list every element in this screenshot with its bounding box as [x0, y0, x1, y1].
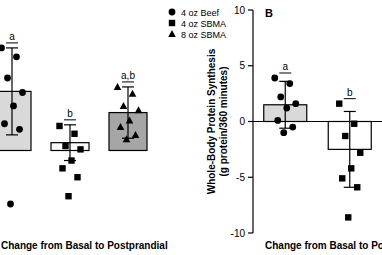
- x-axis-label: Change from Basal to Postprandial: [1, 240, 168, 251]
- significance-letter: b: [67, 108, 73, 119]
- data-point: [16, 126, 23, 133]
- y-tick-label: -5: [236, 172, 245, 183]
- panel-label: B: [265, 7, 273, 19]
- letter-underline: [344, 98, 356, 99]
- data-point: [126, 116, 134, 123]
- data-point: [123, 135, 131, 142]
- error-line: [349, 111, 350, 187]
- y-axis-label: (g protein/360 minutes): [218, 66, 229, 176]
- letter-underline: [6, 42, 18, 43]
- significance-letter: a: [9, 31, 15, 42]
- data-point: [120, 102, 128, 109]
- letter-underline: [64, 119, 76, 120]
- data-point: [132, 131, 140, 138]
- data-point: [277, 94, 284, 101]
- legend-label: 8 oz SBMA: [181, 30, 226, 40]
- data-point: [13, 53, 20, 60]
- data-point: [336, 100, 342, 106]
- data-point: [117, 123, 125, 130]
- y-tick: [248, 232, 253, 233]
- data-point: [348, 165, 354, 171]
- data-point: [1, 120, 8, 127]
- legend: 4 oz Beef4 oz SBMA8 oz SBMA: [168, 8, 226, 40]
- data-point: [77, 146, 83, 152]
- data-point: [7, 201, 14, 208]
- y-tick-label: -10: [231, 228, 246, 239]
- data-point: [274, 117, 281, 124]
- panel-1: -10 -5 0 5 10 a b Change from Basal to Pos Whole…: [206, 5, 382, 252]
- panel-0: a b a,b Change from Basal to Postprandial 4 …: [0, 8, 226, 252]
- data-point: [286, 80, 293, 87]
- data-point: [292, 100, 299, 107]
- legend-marker: [168, 30, 176, 37]
- data-point: [289, 124, 296, 131]
- bar: [0, 91, 31, 150]
- data-point: [10, 102, 17, 109]
- y-tick-label: 5: [239, 60, 245, 71]
- significance-letter: a,b: [121, 70, 135, 81]
- data-point: [114, 83, 122, 90]
- data-point: [71, 131, 77, 137]
- error-cap: [122, 86, 134, 87]
- data-point: [271, 75, 278, 82]
- plot-area: [264, 75, 372, 221]
- plot-area: [0, 45, 147, 208]
- error-cap: [344, 187, 356, 188]
- figure: a b a,b Change from Basal to Postprandial 4 …: [0, 0, 382, 255]
- data-point: [129, 90, 137, 97]
- data-point: [4, 75, 11, 82]
- error-line: [127, 87, 128, 138]
- data-point: [68, 157, 74, 163]
- data-point: [74, 174, 80, 180]
- y-tick: [248, 65, 253, 66]
- letter-underline: [122, 81, 134, 82]
- error-cap: [64, 124, 76, 125]
- x-axis: [253, 121, 382, 122]
- data-point: [59, 165, 65, 171]
- error-bar: [64, 125, 76, 161]
- error-cap: [344, 111, 356, 112]
- data-point: [283, 105, 290, 112]
- error-line: [11, 48, 12, 135]
- data-point: [280, 129, 287, 136]
- data-point: [345, 214, 351, 220]
- y-tick-label: 0: [239, 116, 245, 127]
- legend-label: 4 oz SBMA: [181, 19, 226, 29]
- data-point: [0, 45, 5, 52]
- error-cap: [6, 47, 18, 48]
- y-tick-label: 10: [234, 5, 246, 16]
- error-line: [69, 125, 70, 161]
- data-point: [339, 175, 345, 181]
- data-point: [354, 184, 360, 190]
- y-tick: [248, 121, 253, 122]
- x-axis-label: Change from Basal to Pos: [265, 240, 382, 251]
- legend-marker: [169, 9, 176, 16]
- significance-letter: a: [282, 61, 288, 72]
- y-axis-label: Whole-Body Protein Synthesis: [206, 48, 217, 194]
- data-point: [19, 89, 26, 96]
- y-tick: [248, 177, 253, 178]
- letter-underline: [279, 73, 291, 74]
- data-point: [135, 106, 143, 113]
- legend-marker: [169, 20, 175, 26]
- error-cap: [6, 134, 18, 135]
- data-point: [56, 123, 62, 129]
- data-point: [342, 133, 348, 139]
- data-point: [62, 143, 68, 149]
- data-point: [65, 193, 71, 199]
- significance-letter: b: [347, 87, 353, 98]
- legend-label: 4 oz Beef: [181, 8, 220, 18]
- data-point: [357, 150, 363, 156]
- y-tick: [248, 9, 253, 10]
- error-bar: [6, 48, 18, 135]
